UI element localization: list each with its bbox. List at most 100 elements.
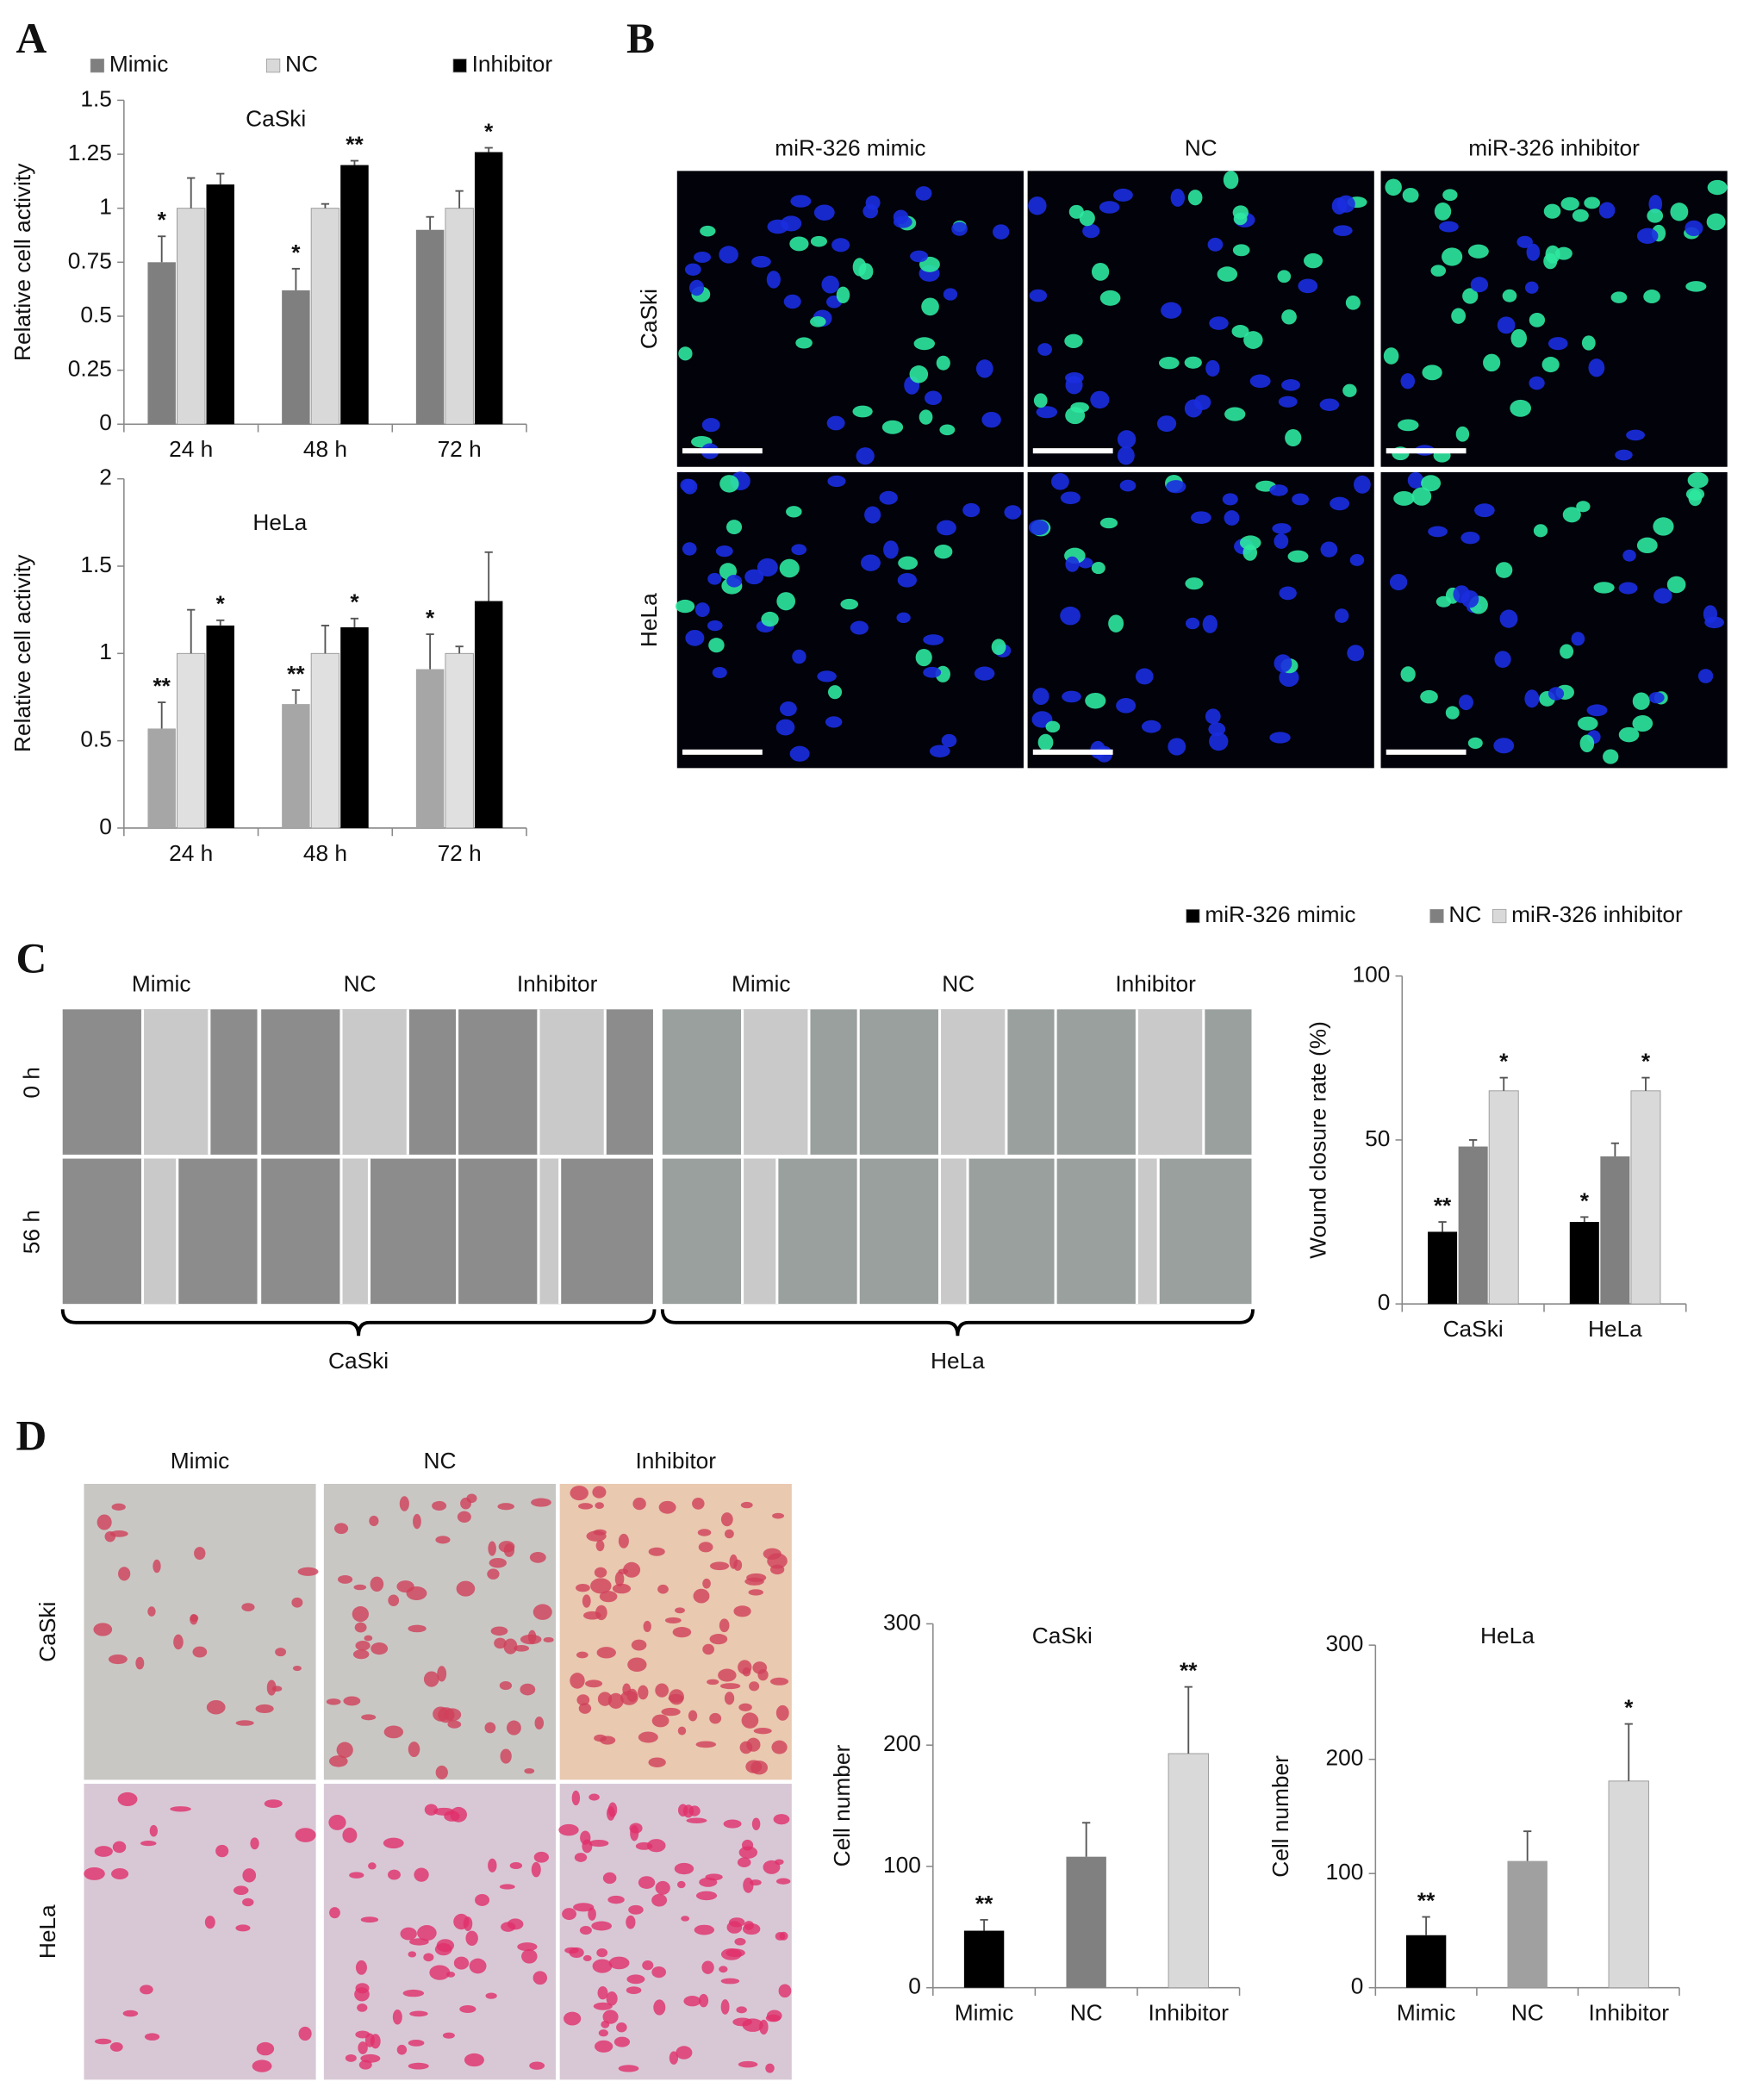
y-tick-label: 50: [1365, 1125, 1390, 1151]
column-label: miR-326 inhibitor: [1468, 135, 1640, 161]
nucleus: [852, 405, 873, 418]
panel-letter: A: [16, 15, 47, 62]
stained-cell: [676, 1880, 686, 1889]
significance: *: [1580, 1187, 1590, 1213]
stained-cell: [591, 1921, 613, 1931]
y-tick-label: 1: [99, 639, 112, 664]
stained-cell: [140, 1985, 153, 1995]
stained-cell: [596, 1647, 616, 1659]
nucleus: [1494, 651, 1511, 668]
nucleus: [1062, 690, 1081, 703]
stained-cell: [383, 1725, 404, 1739]
stained-cell: [602, 2010, 619, 2024]
stained-cell: [349, 1872, 364, 1879]
stained-cell: [353, 1584, 367, 1591]
stained-cell: [173, 1634, 184, 1650]
stained-cell: [763, 1548, 782, 1560]
nucleus: [1119, 479, 1137, 492]
nucleus: [1398, 419, 1419, 432]
stained-cell: [569, 1947, 584, 1959]
nucleus: [827, 475, 846, 488]
stained-cell: [514, 1645, 530, 1652]
nucleus: [974, 666, 995, 681]
stained-cell: [595, 2040, 613, 2053]
nucleus: [1099, 290, 1121, 306]
stained-cell: [709, 1634, 728, 1645]
nucleus: [1333, 225, 1353, 236]
nucleus: [1636, 537, 1658, 554]
stained-cell: [445, 1972, 456, 1978]
stained-cell: [709, 1712, 722, 1724]
nucleus: [1598, 202, 1616, 219]
bar: [1066, 1856, 1106, 1988]
stained-cell: [616, 2022, 627, 2033]
stained-cell: [672, 1626, 692, 1638]
nucleus: [1548, 337, 1568, 351]
chart-title: CaSki: [246, 106, 306, 132]
nucleus: [688, 279, 705, 296]
nucleus: [1319, 398, 1340, 411]
stained-cell: [255, 1704, 274, 1714]
y-tick-label: 0.5: [80, 726, 112, 752]
nucleus: [707, 572, 722, 585]
stained-cell: [532, 1971, 548, 1985]
y-tick-label: 100: [1352, 962, 1390, 988]
bar: [963, 1930, 1005, 1988]
stained-cell: [371, 1642, 389, 1655]
nucleus: [1037, 733, 1054, 751]
stained-cell: [532, 1604, 552, 1620]
stained-cell: [354, 1622, 367, 1633]
bar: [310, 652, 340, 829]
nucleus: [915, 186, 932, 201]
nucleus: [810, 235, 827, 247]
bar: [415, 669, 445, 828]
nucleus: [1529, 376, 1545, 390]
nucleus: [1209, 316, 1229, 330]
nucleus: [1207, 237, 1224, 252]
nucleus: [1510, 328, 1528, 348]
nucleus: [780, 701, 797, 717]
y-tick-label: 1.5: [80, 85, 112, 111]
column-label: Mimic: [732, 970, 791, 996]
chart-title: HeLa: [1480, 1623, 1535, 1648]
stained-cell: [582, 1594, 591, 1608]
nucleus: [694, 602, 710, 617]
stained-cell: [733, 1605, 751, 1617]
stained-cell: [683, 1996, 701, 2007]
significance: *: [426, 605, 435, 631]
nucleus: [1451, 308, 1467, 324]
y-tick-label: 0: [908, 1973, 921, 1999]
nucleus: [675, 599, 695, 614]
stained-cell: [631, 1639, 647, 1651]
bar: [1428, 1231, 1458, 1305]
stained-cell: [765, 2014, 781, 2022]
bar: [206, 184, 234, 425]
nucleus: [1474, 503, 1495, 518]
nucleus: [962, 502, 981, 518]
stained-cell: [595, 1605, 607, 1621]
stained-cell: [618, 1533, 629, 1549]
nucleus: [923, 634, 944, 645]
bar: [340, 165, 369, 425]
nucleus: [1202, 614, 1218, 633]
stained-cell: [586, 1530, 607, 1542]
nucleus: [682, 542, 697, 556]
stained-cell: [423, 1953, 434, 1962]
nucleus: [786, 506, 802, 518]
stained-cell: [771, 1740, 788, 1754]
x-tick-label: Inhibitor: [1149, 2000, 1230, 2026]
nucleus: [1285, 429, 1302, 447]
stained-cell: [638, 1685, 649, 1700]
stained-cell: [733, 1559, 743, 1571]
stained-cell: [702, 1643, 714, 1655]
nucleus: [1135, 668, 1154, 685]
y-tick-label: 200: [1326, 1745, 1364, 1771]
nucleus: [897, 572, 918, 588]
legend-label: miR-326 mimic: [1205, 901, 1355, 927]
nucleus: [1037, 343, 1052, 356]
bar: [474, 601, 503, 828]
stained-cell: [343, 1696, 361, 1706]
column-label: NC: [344, 970, 377, 996]
stained-cell: [543, 1636, 554, 1643]
stained-cell: [724, 1529, 734, 1539]
